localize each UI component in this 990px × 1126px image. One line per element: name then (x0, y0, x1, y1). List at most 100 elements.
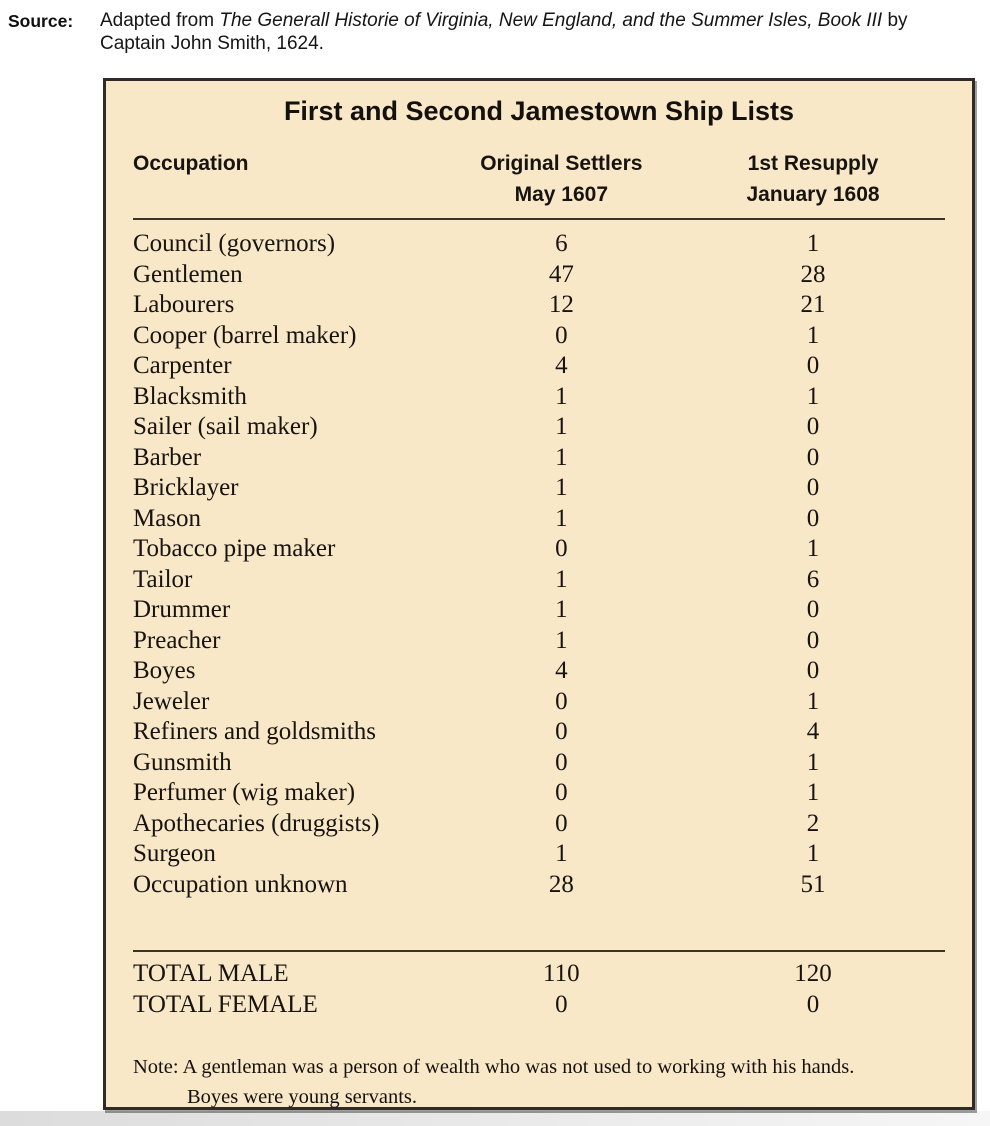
total-label: TOTAL FEMALE (133, 991, 318, 1018)
original-settlers-value: 28 (548, 870, 574, 898)
source-citation: Adapted from The Generall Historie of Vi… (100, 9, 977, 55)
first-resupply-value: 0 (806, 443, 820, 471)
table-row: Carpenter 4 0 (133, 351, 945, 382)
column-header-occupation: Occupation (133, 148, 442, 210)
first-resupply-value: 2 (806, 809, 820, 837)
original-settlers-value: 0 (555, 809, 568, 837)
first-resupply-value: 1 (806, 230, 820, 257)
original-settlers-value: 4 (555, 352, 568, 379)
occupation-cell: Gunsmith (133, 748, 232, 776)
table-row: Tailor 1 6 (133, 565, 945, 596)
table-row: Bricklayer 1 0 (133, 473, 945, 504)
original-settlers-value: 1 (555, 840, 568, 867)
source-work-title: The Generall Historie of Virginia, New E… (219, 10, 883, 31)
first-resupply-value: 51 (800, 870, 826, 898)
first-resupply-value: 1 (806, 687, 820, 715)
table-row: Labourers 12 21 (133, 290, 945, 321)
occupation-cell: Gentlemen (133, 260, 243, 288)
total-first-resupply-value: 120 (794, 960, 832, 987)
column-header-first-resupply-sublabel: January 1608 (746, 183, 880, 206)
column-header-first-resupply: 1st Resupply January 1608 (681, 148, 945, 210)
total-original-settlers-value: 110 (543, 960, 580, 987)
occupation-cell: Barber (133, 443, 202, 471)
occupation-cell: Tailor (133, 565, 193, 593)
table-row: Refiners and goldsmiths 0 4 (133, 717, 945, 748)
occupation-cell: Blacksmith (133, 382, 247, 410)
table-row: Sailer (sail maker) 1 0 (133, 412, 945, 443)
first-resupply-value: 1 (806, 321, 820, 349)
source-label: Source: (8, 11, 74, 31)
table-row: Gentlemen 47 28 (133, 260, 945, 291)
occupation-cell: Drummer (133, 596, 231, 623)
original-settlers-value: 0 (555, 687, 568, 715)
column-header-first-resupply-label: 1st Resupply (747, 152, 879, 175)
original-settlers-value: 0 (555, 535, 568, 562)
original-settlers-value: 0 (555, 779, 568, 806)
original-settlers-value: 1 (555, 474, 568, 501)
occupation-cell: Preacher (133, 626, 221, 654)
table-totals: TOTAL MALE 110 120 TOTAL FEMALE 0 0 (133, 958, 945, 1020)
first-resupply-value: 0 (806, 596, 820, 623)
note-line-1: Note: A gentleman was a person of wealth… (133, 1056, 855, 1078)
occupation-cell: Sailer (sail maker) (133, 413, 318, 440)
first-resupply-value: 1 (806, 779, 820, 806)
first-resupply-value: 1 (806, 748, 820, 776)
spacer (133, 900, 945, 942)
table-row: Blacksmith 1 1 (133, 382, 945, 413)
table-row: Preacher 1 0 (133, 626, 945, 657)
ship-lists-table: First and Second Jamestown Ship Lists Oc… (103, 78, 975, 1110)
occupation-cell: Refiners and goldsmiths (133, 718, 377, 745)
occupation-cell: Occupation unknown (133, 870, 348, 898)
first-resupply-value: 0 (806, 657, 820, 684)
occupation-cell: Surgeon (133, 840, 216, 867)
total-first-resupply-value: 0 (806, 991, 820, 1018)
first-resupply-value: 0 (806, 352, 820, 379)
first-resupply-value: 28 (800, 260, 826, 288)
occupation-cell: Council (governors) (133, 230, 336, 257)
original-settlers-value: 0 (555, 321, 568, 349)
original-settlers-value: 6 (555, 230, 568, 257)
first-resupply-value: 1 (806, 840, 820, 867)
occupation-cell: Mason (133, 504, 202, 532)
original-settlers-value: 1 (555, 596, 568, 623)
table-row: Jeweler 0 1 (133, 687, 945, 718)
first-resupply-value: 0 (806, 626, 820, 654)
first-resupply-value: 0 (806, 413, 820, 440)
table-row: Boyes 4 0 (133, 656, 945, 687)
table-row: Occupation unknown 28 51 (133, 870, 945, 901)
table-header-row: Occupation Original Settlers May 1607 1s… (133, 148, 945, 210)
occupation-cell: Cooper (barrel maker) (133, 321, 357, 349)
table-title: First and Second Jamestown Ship Lists (283, 96, 795, 126)
table-note: Note: A gentleman was a person of wealth… (133, 1052, 945, 1112)
first-resupply-value: 0 (806, 474, 820, 501)
totals-row: TOTAL FEMALE 0 0 (133, 989, 945, 1020)
original-settlers-value: 1 (555, 504, 568, 532)
table-row: Cooper (barrel maker) 0 1 (133, 321, 945, 352)
table-row: Perfumer (wig maker) 0 1 (133, 778, 945, 809)
column-header-occupation-label: Occupation (133, 152, 249, 175)
table-row: Council (governors) 6 1 (133, 229, 945, 260)
first-resupply-value: 1 (806, 535, 820, 562)
column-header-original-settlers-sublabel: May 1607 (514, 183, 609, 206)
note-line-2: Boyes were young servants. (187, 1086, 418, 1108)
first-resupply-value: 0 (806, 504, 820, 532)
table-row: Tobacco pipe maker 0 1 (133, 534, 945, 565)
occupation-cell: Apothecaries (druggists) (133, 809, 380, 837)
totals-rule (133, 950, 945, 952)
original-settlers-value: 0 (555, 748, 568, 776)
table-row: Barber 1 0 (133, 443, 945, 474)
column-header-original-settlers: Original Settlers May 1607 (442, 148, 682, 210)
table-row: Apothecaries (druggists) 0 2 (133, 809, 945, 840)
original-settlers-value: 47 (548, 260, 574, 288)
original-settlers-value: 12 (548, 291, 574, 318)
original-settlers-value: 1 (555, 413, 568, 440)
first-resupply-value: 6 (806, 565, 820, 593)
occupation-cell: Tobacco pipe maker (133, 535, 336, 562)
first-resupply-value: 1 (806, 382, 820, 410)
occupation-cell: Perfumer (wig maker) (133, 779, 356, 806)
original-settlers-value: 0 (555, 718, 568, 745)
first-resupply-value: 4 (806, 718, 820, 745)
occupation-cell: Jeweler (133, 687, 210, 715)
table-row: Gunsmith 0 1 (133, 748, 945, 779)
